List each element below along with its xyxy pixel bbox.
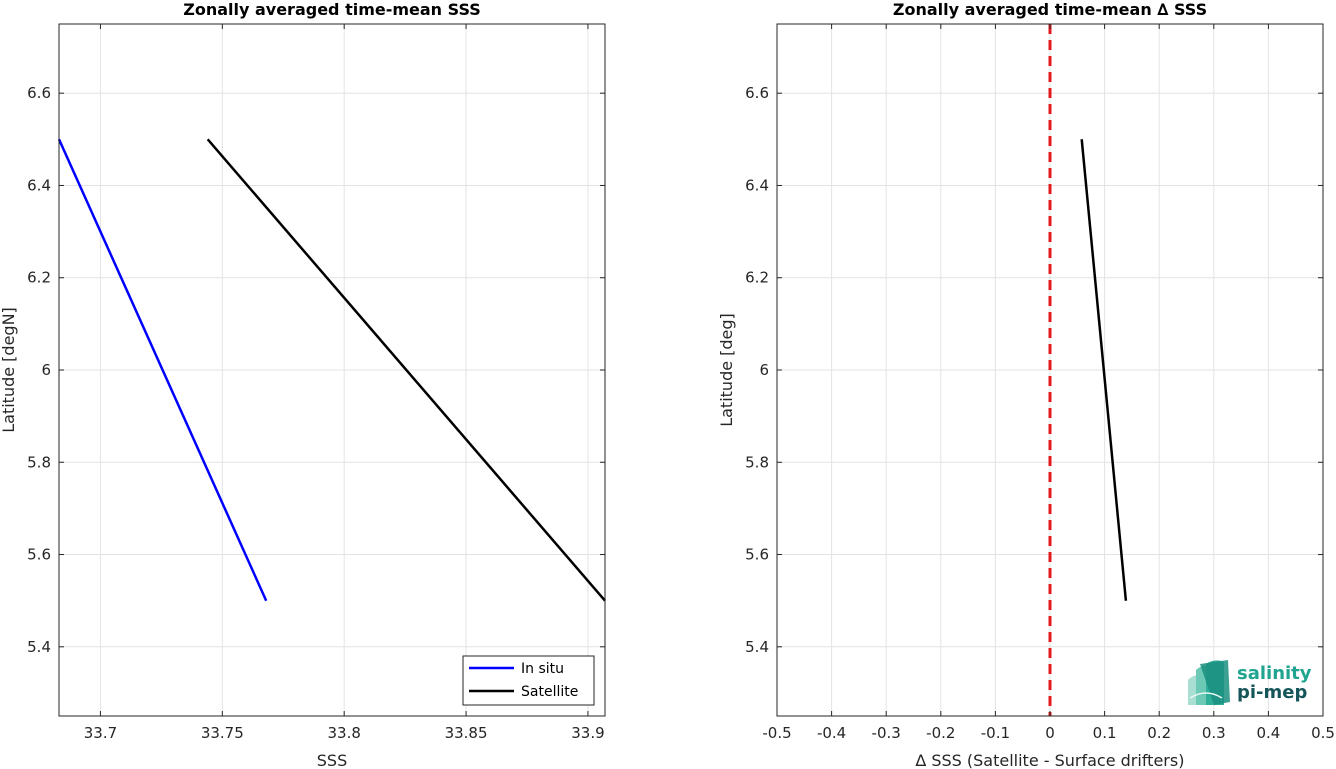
delta-x-tick-label: 0.1 (1093, 724, 1117, 742)
legend-box (462, 655, 595, 706)
sss-y-tick-label: 6.2 (27, 269, 51, 287)
delta-y-tick-label: 6 (759, 361, 769, 379)
sss-x-tick-label: 33.9 (571, 724, 604, 742)
sss-ticks: 33.7 33.75 33.8 33.85 33.9 5.4 5.6 5.8 6 6.2 6.4 6.… (27, 24, 605, 742)
delta-series (1080, 139, 1128, 601)
delta-x-tick-label: -0.2 (926, 724, 955, 742)
sss-legend: In situ Satellite (462, 655, 595, 706)
sss-series-in-situ (57, 138, 268, 602)
sss-series (57, 138, 606, 602)
delta-x-tick-label: 0.3 (1202, 724, 1226, 742)
legend-label-satellite: Satellite (521, 684, 578, 700)
delta-x-tick-label: -0.4 (817, 724, 846, 742)
sss-series-satellite (206, 138, 606, 602)
delta-sss-panel: -0.5 -0.4 -0.3 -0.2 -0.1 0 0.1 0.2 0.3 0.4 0.5 5.4 5… (717, 0, 1335, 769)
delta-y-axis-label: Latitude [deg] (717, 313, 736, 427)
delta-x-axis-label: ∆ SSS (Satellite - Surface drifters) (915, 751, 1185, 769)
sss-x-tick-label: 33.8 (327, 724, 360, 742)
delta-y-tick-label: 6.4 (745, 176, 769, 194)
delta-series-line-0 (1080, 139, 1128, 601)
sss-grid (59, 24, 605, 716)
sss-y-tick-label: 6.6 (27, 84, 51, 102)
delta-y-tick-label: 6.6 (745, 84, 769, 102)
salinity-pi-mep-logo: salinity pi-mep (1188, 660, 1312, 705)
sss-y-tick-label: 5.6 (27, 546, 51, 564)
sss-x-tick-label: 33.85 (445, 724, 488, 742)
sss-panel: 33.7 33.75 33.8 33.85 33.9 5.4 5.6 5.8 6 6.2 6.4 6.… (0, 0, 606, 769)
sss-title: Zonally averaged time-mean SSS (183, 0, 481, 19)
sss-y-tick-label: 6.4 (27, 176, 51, 194)
delta-x-tick-label: -0.5 (762, 724, 791, 742)
delta-x-tick-label: 0.2 (1147, 724, 1171, 742)
delta-ticks: -0.5 -0.4 -0.3 -0.2 -0.1 0 0.1 0.2 0.3 0.4 0.5 5.4 5… (745, 24, 1335, 742)
delta-y-tick-label: 5.4 (745, 638, 769, 656)
sss-y-axis-label: Latitude [degN] (0, 307, 18, 433)
sss-x-tick-label: 33.7 (84, 724, 117, 742)
sss-y-tick-label: 5.8 (27, 453, 51, 471)
logo-text-pi-mep: pi-mep (1237, 682, 1307, 703)
legend-label-in-situ: In situ (521, 661, 564, 677)
sss-x-axis-label: SSS (317, 751, 347, 769)
delta-y-tick-label: 6.2 (745, 269, 769, 287)
sss-y-tick-label: 6 (41, 361, 51, 379)
delta-x-tick-label: -0.1 (981, 724, 1010, 742)
logo-text-salinity: salinity (1237, 663, 1312, 684)
logo-mark-icon (1188, 660, 1230, 705)
sss-x-tick-label: 33.75 (201, 724, 244, 742)
sss-y-tick-label: 5.4 (27, 638, 51, 656)
delta-x-tick-label: 0.4 (1256, 724, 1280, 742)
delta-x-tick-label: 0 (1045, 724, 1055, 742)
delta-title: Zonally averaged time-mean ∆ SSS (893, 0, 1207, 19)
delta-x-tick-label: -0.3 (872, 724, 901, 742)
delta-x-tick-label: 0.5 (1311, 724, 1335, 742)
delta-y-tick-label: 5.8 (745, 453, 769, 471)
delta-y-tick-label: 5.6 (745, 546, 769, 564)
